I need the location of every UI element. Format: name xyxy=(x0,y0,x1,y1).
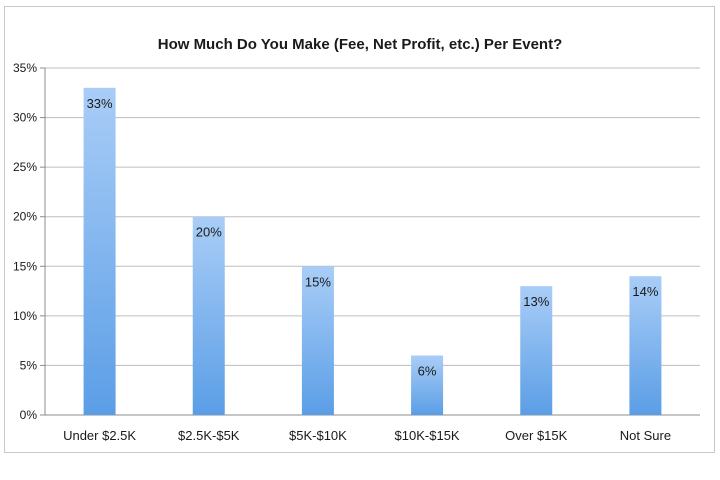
data-label: 13% xyxy=(523,294,549,309)
gridlines xyxy=(44,67,700,416)
x-category-label: $2.5K-$5K xyxy=(178,428,240,443)
bar xyxy=(301,266,334,415)
y-tick-label: 35% xyxy=(13,61,37,75)
y-tick-label: 15% xyxy=(13,259,37,273)
x-category-label: $10K-$15K xyxy=(395,428,460,443)
bar xyxy=(520,286,553,415)
y-tick-label: 5% xyxy=(20,358,38,372)
x-category-label: $5K-$10K xyxy=(289,428,347,443)
y-tick-label: 10% xyxy=(13,309,37,323)
y-tick-label: 0% xyxy=(20,408,38,422)
y-tick-label: 20% xyxy=(13,210,37,224)
data-label: 20% xyxy=(196,225,222,240)
bar xyxy=(192,216,225,415)
y-tick-label: 30% xyxy=(13,111,37,125)
y-axis-ticks: 0% 5% 10% 15% 20% 25% 30% 35% xyxy=(13,61,45,422)
y-tick-label: 25% xyxy=(13,160,37,174)
data-label: 6% xyxy=(418,364,437,379)
data-label: 33% xyxy=(87,96,113,111)
chart-frame xyxy=(4,6,715,453)
bars xyxy=(83,87,662,415)
data-label: 14% xyxy=(632,284,658,299)
data-labels: 33% 20% 15% 6% 13% 14% xyxy=(87,96,659,379)
x-axis-categories: Under $2.5K $2.5K-$5K $5K-$10K $10K-$15K Ove… xyxy=(63,428,671,443)
data-label: 15% xyxy=(305,274,331,289)
bar xyxy=(83,87,116,415)
x-category-label: Over $15K xyxy=(505,428,567,443)
chart-title: How Much Do You Make (Fee, Net Profit, e… xyxy=(157,36,563,53)
bar xyxy=(411,355,444,415)
x-category-label: Under $2.5K xyxy=(63,428,136,443)
x-category-label: Not Sure xyxy=(620,428,671,443)
bar xyxy=(629,276,662,415)
